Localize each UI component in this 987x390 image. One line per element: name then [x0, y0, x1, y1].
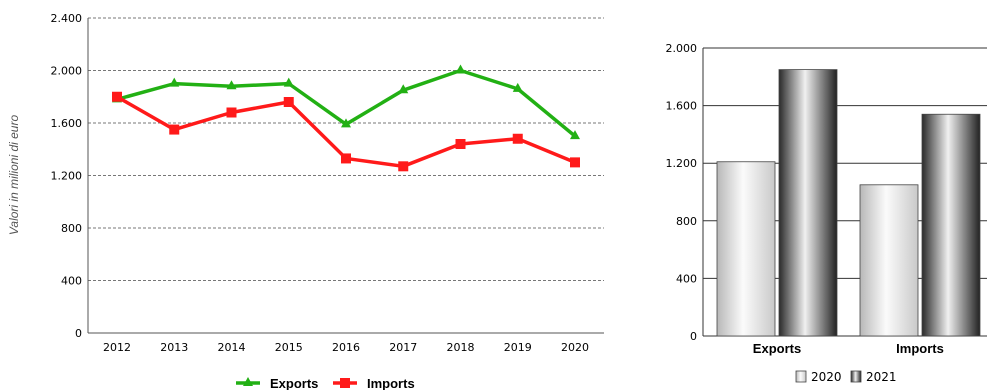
bar-chart-category-label: Exports	[753, 341, 801, 356]
bar-imports-2020	[859, 184, 919, 337]
line-chart-y-axis-label: Valori in milioni di euro	[7, 115, 21, 236]
line-chart-x-tick-label: 2017	[389, 341, 417, 354]
line-chart-y-tick-label: 800	[61, 222, 82, 235]
line-chart-y-tick-label: 0	[75, 327, 82, 340]
line-chart-x-ticks: 2012 2013 2014 2015 2016 2017 2018 2019 2020	[103, 341, 589, 354]
line-chart-legend: Exports Imports	[236, 376, 415, 390]
line-chart-x-tick-label: 2015	[275, 341, 303, 354]
exports-point	[570, 130, 580, 140]
exports-legend-label: Exports	[270, 376, 318, 390]
line-chart-y-ticks: 0 400 800 1.200 1.600 2.000 2.400	[51, 12, 83, 340]
line-chart: 0 400 800 1.200 1.600 2.000 2.400 2012 2013 2014…	[7, 12, 604, 390]
legend-label-2021: 2021	[866, 370, 897, 384]
line-chart-x-tick-label: 2013	[160, 341, 188, 354]
imports-point	[455, 139, 466, 149]
imports-legend-label: Imports	[367, 376, 415, 390]
exports-point	[512, 82, 523, 92]
imports-point	[169, 124, 180, 135]
line-chart-x-tick-label: 2012	[103, 341, 131, 354]
bar-chart: 0 400 800 1.200 1.600 2.000 Exports Imports 20…	[666, 42, 987, 384]
legend-swatch-2020	[795, 370, 807, 383]
imports-point	[570, 157, 580, 168]
bar-chart-y-tick-label: 800	[676, 215, 697, 228]
line-chart-x-tick-label: 2018	[447, 341, 475, 354]
exports-point	[283, 77, 294, 87]
line-chart-x-tick-label: 2014	[218, 341, 246, 354]
bar-chart-y-ticks: 0 400 800 1.200 1.600 2.000	[666, 42, 698, 343]
bar-chart-y-tick-label: 1.600	[666, 100, 698, 113]
imports-legend-marker	[340, 378, 350, 388]
imports-point	[283, 97, 294, 107]
line-chart-gridlines	[88, 17, 604, 281]
legend-label-2020: 2020	[811, 370, 842, 384]
line-chart-y-tick-label: 1.600	[51, 117, 83, 130]
bar-chart-y-tick-label: 1.200	[666, 157, 698, 170]
line-chart-x-tick-label: 2019	[504, 341, 532, 354]
line-chart-x-tick-label: 2020	[561, 341, 589, 354]
line-chart-y-tick-label: 2.000	[51, 65, 83, 78]
bar-imports-2021	[921, 113, 981, 337]
imports-point	[398, 161, 409, 172]
exports-point	[169, 77, 180, 87]
imports-point	[226, 107, 237, 118]
line-chart-x-tick-label: 2016	[332, 341, 360, 354]
line-chart-y-tick-label: 400	[61, 275, 82, 288]
line-chart-series	[112, 64, 580, 172]
legend-swatch-2021	[850, 370, 862, 383]
exports-point	[341, 118, 351, 128]
line-chart-y-tick-label: 2.400	[51, 12, 83, 25]
exports-point	[398, 84, 409, 94]
bar-chart-bars	[716, 69, 981, 337]
bar-chart-legend: 2020 2021	[795, 370, 897, 384]
bar-chart-category-label: Imports	[896, 341, 944, 356]
bar-exports-2021	[778, 69, 838, 337]
bar-chart-y-tick-label: 2.000	[666, 42, 698, 55]
imports-point	[112, 91, 122, 102]
bar-exports-2020	[716, 161, 776, 337]
bar-chart-y-tick-label: 400	[676, 272, 697, 285]
bar-chart-categories: Exports Imports	[753, 341, 944, 356]
line-chart-y-tick-label: 1.200	[51, 170, 83, 183]
exports-legend-marker	[243, 377, 253, 386]
bar-chart-y-tick-label: 0	[690, 330, 697, 343]
imports-point	[341, 153, 351, 164]
exports-point	[455, 64, 466, 74]
imports-point	[512, 133, 523, 144]
exports-point	[226, 80, 237, 90]
